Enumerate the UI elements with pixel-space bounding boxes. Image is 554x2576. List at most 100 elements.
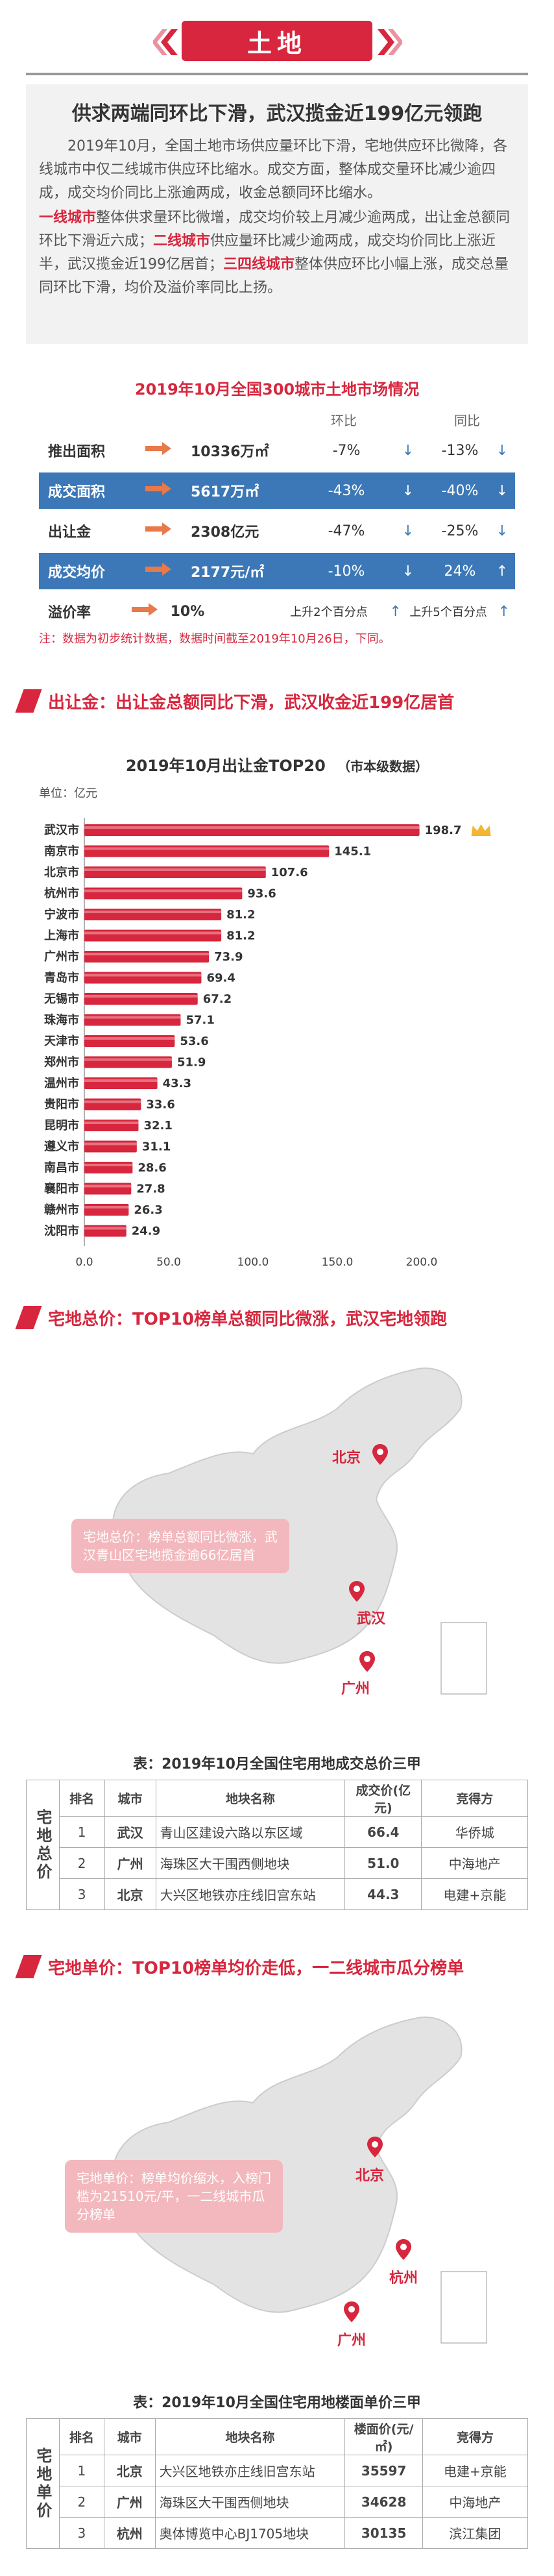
lead-title: 供求两端同环比下滑，武汉揽金近199亿元领跑 [71, 103, 483, 125]
table-cell: 44.3 [344, 1878, 422, 1910]
map2-callout: 宅地单价：榜单均价缩水，入榜门槛为21510元/平，一二线城市瓜分榜单 [65, 2160, 283, 2233]
bar-highlight [84, 826, 420, 829]
table-cell: 66.4 [344, 1816, 422, 1848]
table-cell: 海珠区大干围西侧地块 [155, 1847, 346, 1879]
chart-title: 2019年10月出让金TOP20 [125, 757, 326, 775]
table-cell: 华侨城 [421, 1816, 528, 1848]
table-row: 2 广州 海珠区大干围西侧地块 34628 中海地产 [27, 2486, 529, 2518]
hangzhou-pin-icon [396, 2239, 411, 2260]
value-label: 53.6 [180, 1035, 208, 1048]
category-label: 遵义市 [44, 1140, 79, 1154]
bar [84, 824, 420, 836]
table-cell: 1 [58, 2455, 105, 2486]
table-row: 2 广州 海珠区大干围西侧地块 51.0 中海地产 [27, 1847, 528, 1879]
bar [84, 1035, 175, 1047]
map2-city-hangzhou: 杭州 [389, 2270, 418, 2287]
market-row-yoy: -25% [441, 522, 479, 539]
category-label: 襄阳市 [43, 1182, 79, 1196]
section-total-price-title: 宅地总价：TOP10榜单总额同比微涨，武汉宅地领跑 [48, 1309, 448, 1329]
guangzhou-pin-icon [359, 1651, 375, 1672]
tier3-text: 整体供应环比小幅上涨，成交总量同环比下滑，均价及溢价率同比上扬。 [39, 256, 509, 296]
map2-city-guangzhou: 广州 [337, 2333, 367, 2349]
value-label: 81.2 [226, 929, 255, 943]
bar [84, 845, 330, 857]
chart-title-line: 2019年10月出让金TOP20 （市本级数据） [0, 753, 554, 776]
market-row-label: 推出面积 [48, 444, 106, 460]
category-label: 杭州市 [44, 887, 79, 901]
category-label: 南京市 [44, 844, 79, 859]
arrow-right-icon [145, 442, 191, 459]
category-label: 北京市 [44, 865, 79, 879]
crown-icon [471, 824, 491, 836]
bar [84, 1120, 139, 1131]
yoy-arrow-icon: ↑ [496, 563, 509, 580]
table-cell: 武汉 [104, 1816, 156, 1848]
table-header-cell: 城市 [104, 1780, 156, 1817]
bar-highlight [84, 953, 210, 955]
bar-highlight [84, 847, 330, 850]
bar-highlight [84, 1100, 141, 1103]
table-header-cell: 地块名称 [155, 1780, 346, 1817]
value-label: 32.1 [143, 1119, 172, 1133]
value-label: 67.2 [203, 992, 232, 1006]
market-row-value: 2177元/㎡ [191, 565, 265, 581]
table-cell: 中海地产 [422, 2486, 529, 2518]
lead-paragraph-1: 2019年10月，全国土地市场供应量环比下滑，宅地供应环比微降，各线城市中仅二线… [39, 138, 507, 201]
mom-arrow-icon: ↓ [402, 442, 415, 459]
bar [84, 993, 198, 1005]
table-cell: 海珠区大干围西侧地块 [154, 2486, 346, 2518]
market-row-yoy: -13% [441, 442, 479, 459]
value-label: 73.9 [214, 950, 243, 964]
bar [84, 1162, 133, 1173]
bar [84, 1225, 126, 1237]
category-label: 天津市 [44, 1034, 79, 1048]
table-cell: 广州 [104, 2486, 156, 2518]
mom-arrow-icon: ↓ [402, 563, 415, 580]
value-label: 198.7 [425, 824, 462, 837]
category-label: 沈阳市 [44, 1224, 79, 1238]
bar-highlight [84, 1142, 137, 1146]
x-tick-label: 0.0 [75, 1256, 93, 1269]
value-label: 107.6 [271, 866, 308, 879]
table-header-cell: 地块名称 [154, 2418, 346, 2455]
x-tick-label: 100.0 [237, 1256, 269, 1269]
market-row-mom: -47% [328, 522, 365, 539]
table-cell: 广州 [104, 1847, 156, 1879]
bar [84, 1140, 137, 1153]
chart-unit-label: 单位：亿元 [39, 787, 97, 800]
bar [84, 1183, 132, 1195]
table-cell: 大兴区地铁亦庄线旧宫东站 [154, 2455, 346, 2486]
table-cell: 北京 [104, 2455, 156, 2486]
table-cell: 3 [58, 2517, 105, 2549]
table-header-cell: 排名 [58, 1780, 105, 1817]
bar-highlight [84, 1206, 129, 1208]
market-row-mom: 上升2个百分点 [290, 606, 368, 619]
bar-highlight [84, 1058, 172, 1061]
value-label: 26.3 [134, 1203, 162, 1217]
yoy-arrow-icon: ↓ [496, 482, 509, 499]
lead-paragraph-2: 一线城市整体供求量环比微增，成交均价较上月减少逾两成，出让金总额同环比下滑近六成… [39, 206, 515, 300]
value-label: 27.8 [136, 1183, 165, 1196]
market-col-yoy: 同比 [454, 413, 480, 428]
mom-arrow-icon: ↓ [402, 482, 415, 499]
market-row-label: 成交面积 [48, 484, 106, 500]
bar [84, 866, 266, 878]
bar-highlight [84, 1122, 139, 1124]
map1-callout: 宅地总价：榜单总额同比微涨，武汉青山区宅地揽金逾66亿居首 [71, 1519, 289, 1573]
value-label: 28.6 [138, 1161, 166, 1175]
table-row: 1 北京 大兴区地铁亦庄线旧宫东站 35597 电建+京能 [27, 2455, 529, 2486]
x-tick-label: 200.0 [406, 1256, 438, 1269]
bar-highlight [84, 1079, 158, 1082]
china-map-1 [112, 1368, 487, 1695]
market-row-yoy: -40% [441, 482, 479, 499]
value-label: 43.3 [163, 1077, 191, 1090]
category-label: 武汉市 [44, 823, 79, 837]
market-row-mom: -10% [328, 563, 365, 580]
tier2-text: 供应量环比减少逾两成，成交均价同比上涨近半，武汉揽金近199亿居首； [39, 233, 496, 273]
table-cell: 2 [58, 1847, 105, 1879]
market-row-value: 2308亿元 [191, 524, 259, 541]
bar [84, 1014, 181, 1026]
category-label: 宁波市 [44, 907, 79, 922]
table-header-cell: 楼面价(元/㎡) [344, 2418, 423, 2455]
tier1-label: 一线城市 [39, 210, 97, 226]
